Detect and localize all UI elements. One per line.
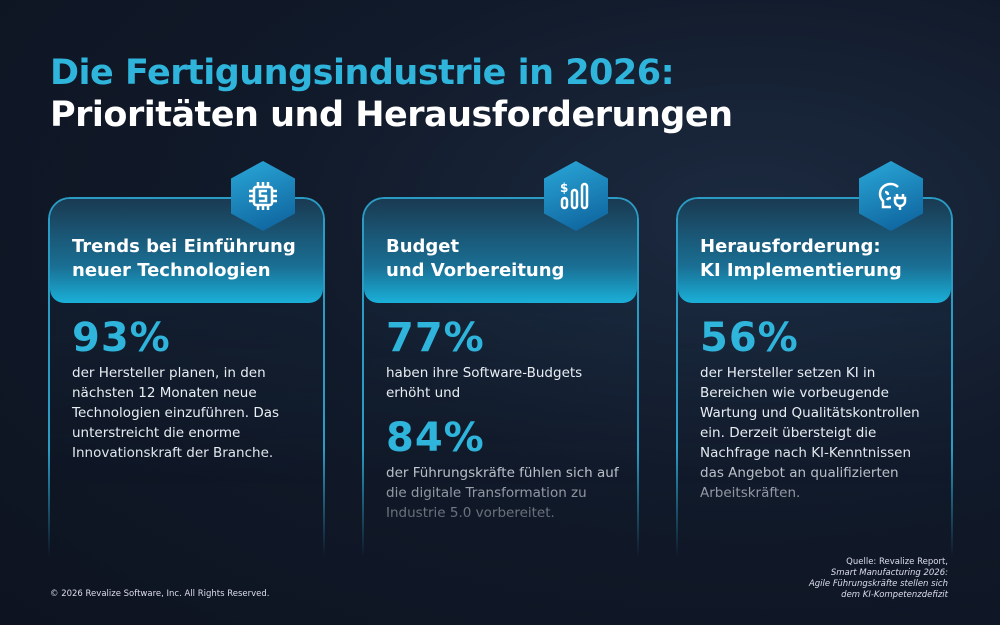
card-heading-line-1: Trends bei Einführung bbox=[72, 236, 296, 257]
stat-value: 77% bbox=[386, 315, 485, 361]
title-line-1: Die Fertigungsindustrie in 2026: bbox=[50, 53, 675, 93]
card-technology-trends: Trends bei Einführung neuer Technologien… bbox=[48, 197, 325, 557]
stat-text: der Hersteller setzen KI in Bereichen wi… bbox=[700, 365, 920, 501]
source-line: Smart Manufacturing 2026: bbox=[830, 568, 948, 578]
page-title: Die Fertigungsindustrie in 2026: Priorit… bbox=[50, 52, 733, 136]
stat-value: 93% bbox=[72, 315, 171, 361]
stat-value: 56% bbox=[700, 315, 799, 361]
card-heading-line-2: und Vorbereitung bbox=[386, 260, 565, 281]
stat-text: haben ihre Software-Budgets erhöht und bbox=[386, 365, 583, 401]
source-citation: Quelle: Revalize Report, Smart Manufactu… bbox=[809, 557, 948, 601]
card-heading-line-1: Herausforderung: bbox=[700, 236, 881, 257]
source-line: Agile Führungskräfte stellen sich bbox=[808, 579, 948, 589]
copyright: © 2026 Revalize Software, Inc. All Right… bbox=[50, 589, 270, 599]
source-line: dem KI-Kompetenzdefizit bbox=[841, 590, 948, 600]
ai-brain-icon bbox=[859, 161, 923, 231]
stat-text: der Hersteller planen, in den nächsten 1… bbox=[72, 365, 280, 461]
budget-chart-icon: $ bbox=[544, 161, 608, 231]
card-ai-implementation: Herausforderung: KI Implementierung 56% … bbox=[676, 197, 953, 557]
card-heading-line-2: neuer Technologien bbox=[72, 260, 271, 281]
svg-text:$: $ bbox=[560, 181, 568, 195]
source-line: Quelle: Revalize Report, bbox=[846, 557, 948, 567]
card-heading-line-2: KI Implementierung bbox=[700, 260, 902, 281]
stat-value: 84% bbox=[386, 415, 485, 461]
card-heading-line-1: Budget bbox=[386, 236, 460, 257]
card-budget: Budget und Vorbereitung 77% haben ihre S… bbox=[362, 197, 639, 557]
stat-text: der Führungskräfte fühlen sich auf die d… bbox=[386, 465, 619, 521]
title-line-2: Prioritäten und Herausforderungen bbox=[50, 95, 733, 135]
